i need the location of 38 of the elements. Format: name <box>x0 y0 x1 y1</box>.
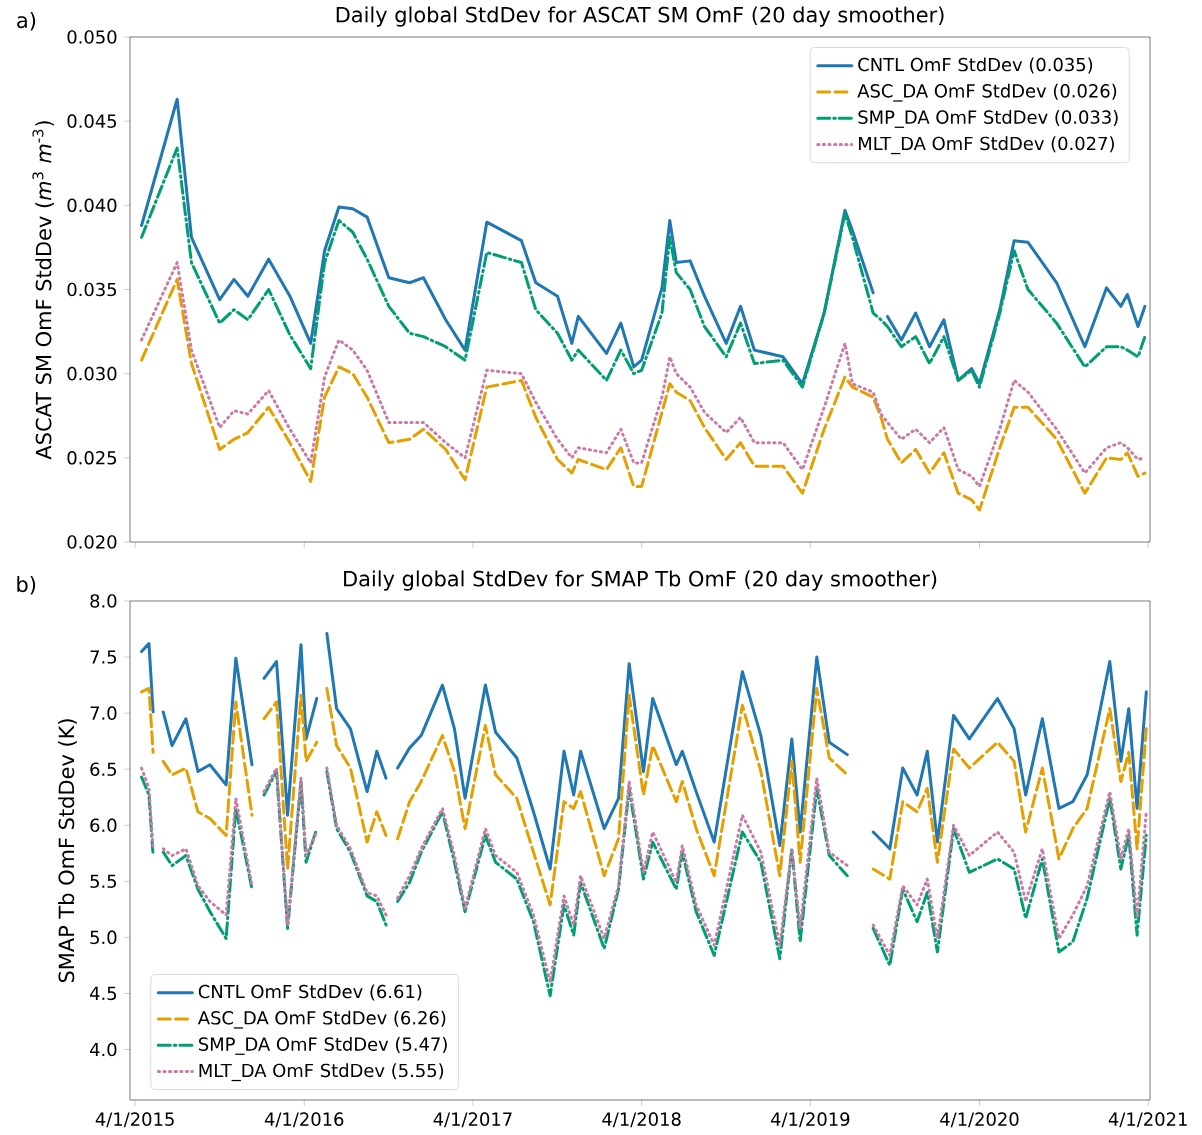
y-tick-label: 8.0 <box>90 594 117 608</box>
legend-label: CNTL OmF StdDev (0.035) <box>858 57 1093 74</box>
legend-label: SMP_DA OmF StdDev (5.47) <box>198 1037 447 1055</box>
y-tick-label: 7.5 <box>90 650 117 664</box>
y-tick-label: 0.025 <box>67 451 117 465</box>
y-tick-label: 5.5 <box>90 874 117 888</box>
y-tick-label: 0.035 <box>67 282 117 297</box>
y-tick-label: 4.5 <box>89 986 117 1001</box>
chart-title: Daily global StdDev for ASCAT SM OmF (20 day smoother) <box>336 6 944 27</box>
x-tick-label: 4/1/2021 <box>1108 1112 1187 1128</box>
chart-title: Daily global StdDev for SMAP Tb OmF (20 day smoother) <box>344 570 937 591</box>
y-tick-label: 5.0 <box>90 930 117 945</box>
y-tick-label: 0.020 <box>67 535 117 549</box>
x-tick-label: 4/1/2018 <box>602 1112 681 1128</box>
legend-label: ASC_DA OmF StdDev (0.026) <box>857 83 1117 102</box>
legend-label: ASC_DA OmF StdDev (6.26) <box>197 1010 446 1029</box>
y-tick-label: 0.045 <box>67 114 117 128</box>
y-tick-label: 0.050 <box>67 30 117 44</box>
x-tick-label: 4/1/2020 <box>940 1112 1019 1128</box>
legend-label: CNTL OmF StdDev (6.61) <box>198 984 422 1001</box>
line-series <box>140 277 1147 512</box>
y-tick-label: 0.040 <box>67 198 117 213</box>
x-tick-label: 4/1/2016 <box>264 1112 344 1128</box>
y-tick-label: 4.0 <box>89 1042 117 1057</box>
legend-label: MLT_DA OmF StdDev (5.55) <box>199 1063 444 1082</box>
x-tick-label: 4/1/2015 <box>95 1112 174 1128</box>
y-tick-label: 7.0 <box>90 706 117 720</box>
y-axis-title: SMAP Tb OmF StdDev (K) <box>58 719 77 983</box>
y-tick-label: 0.030 <box>67 366 117 381</box>
text: b) <box>17 575 36 595</box>
x-tick-label: 4/1/2019 <box>770 1112 850 1128</box>
y-tick-label: 6.0 <box>90 818 117 833</box>
x-tick-label: 4/1/2017 <box>433 1112 512 1128</box>
legend-label: SMP_DA OmF StdDev (0.033) <box>858 110 1118 128</box>
legend-label: MLT_DA OmF StdDev (0.027) <box>858 136 1114 155</box>
y-tick-label: 6.5 <box>90 762 117 776</box>
text: a) <box>17 11 36 31</box>
y-axis-title: ASCAT SM OmF StdDev (m$^{3}$ m$^{-3}$) <box>32 121 54 460</box>
